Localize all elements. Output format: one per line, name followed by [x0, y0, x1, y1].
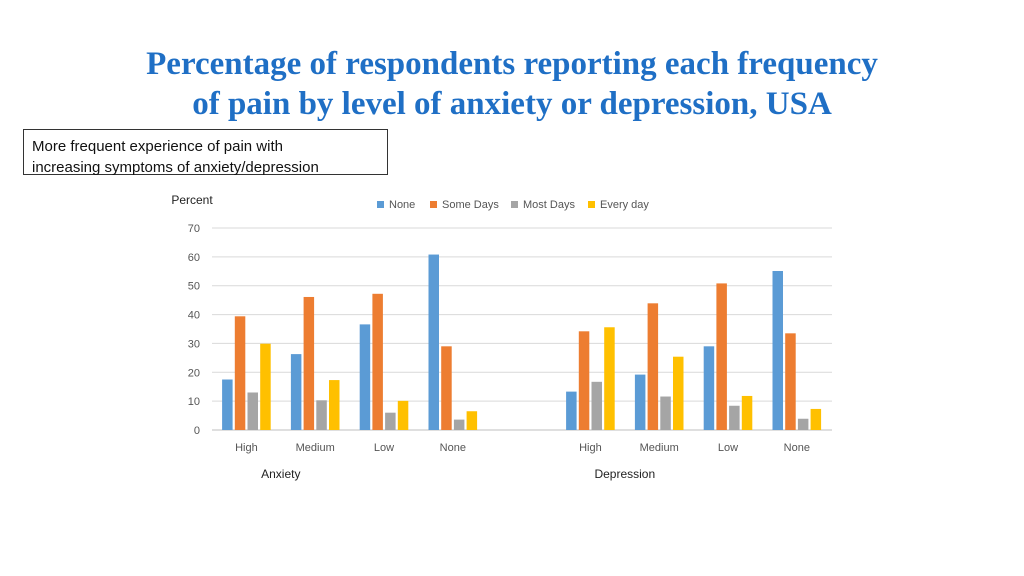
y-tick-label: 20 [188, 367, 200, 379]
bar-anxiety-high-every-day [260, 343, 271, 430]
bar-anxiety-high-some-days [234, 316, 246, 430]
bar-depression-none-none [772, 270, 783, 430]
bar-depression-high-most-days [591, 381, 602, 430]
x-tick-label: Medium [640, 442, 679, 454]
bar-depression-medium-some-days [647, 303, 659, 430]
bar-anxiety-low-some-days [372, 293, 383, 430]
y-axis-title: Percent [171, 193, 213, 207]
bar-depression-medium-none [634, 374, 646, 430]
bar-depression-none-most-days [797, 418, 809, 430]
y-tick-label: 10 [188, 396, 200, 408]
bar-anxiety-none-most-days [453, 419, 465, 430]
bar-depression-low-some-days [716, 283, 727, 430]
y-tick-label: 0 [194, 425, 200, 437]
group-label-anxiety: Anxiety [261, 467, 300, 481]
annotation-line-2: increasing symptoms of anxiety/depressio… [32, 159, 319, 176]
legend-swatch-0 [377, 201, 384, 208]
group-label-depression: Depression [594, 467, 655, 481]
x-tick-label: High [235, 442, 258, 454]
bar-anxiety-medium-none [290, 354, 302, 430]
legend-swatch-3 [588, 201, 595, 208]
bar-anxiety-high-none [222, 379, 233, 430]
y-tick-label: 50 [188, 281, 200, 293]
y-tick-label: 40 [188, 310, 200, 322]
x-tick-label: Medium [296, 442, 335, 454]
annotation-box: More frequent experience of pain with in… [23, 129, 388, 176]
x-tick-label: None [784, 442, 810, 454]
x-tick-label: None [440, 442, 466, 454]
x-tick-label: High [579, 442, 602, 454]
bar-anxiety-medium-some-days [303, 296, 315, 430]
bar-anxiety-low-most-days [385, 412, 396, 430]
bar-depression-high-some-days [578, 331, 590, 430]
legend-label-0: None [389, 199, 415, 211]
bar-depression-medium-every-day [673, 356, 684, 430]
bar-anxiety-none-none [428, 254, 439, 430]
legend-label-2: Most Days [523, 199, 575, 211]
legend-swatch-1 [430, 201, 437, 208]
x-tick-label: Low [718, 442, 738, 454]
legend-swatch-2 [511, 201, 518, 208]
bar-depression-high-every-day [604, 327, 615, 430]
y-tick-label: 60 [188, 252, 200, 264]
slide-title-line-2: of pain by level of anxiety or depressio… [192, 86, 832, 122]
x-tick-label: Low [374, 442, 394, 454]
y-tick-label: 70 [188, 223, 200, 235]
slide-title: Percentage of respondents reporting each… [0, 44, 1024, 124]
bar-anxiety-medium-every-day [329, 380, 340, 430]
bar-anxiety-high-most-days [247, 392, 258, 430]
bar-depression-low-most-days [729, 405, 740, 430]
bar-depression-none-some-days [785, 333, 796, 430]
slide-title-line-1: Percentage of respondents reporting each… [146, 46, 878, 82]
bar-depression-high-none [566, 391, 577, 430]
bar-anxiety-low-every-day [397, 400, 409, 430]
y-tick-label: 30 [188, 338, 200, 350]
bar-anxiety-low-none [359, 324, 371, 430]
bar-anxiety-none-every-day [466, 411, 478, 430]
bar-depression-low-none [703, 346, 715, 430]
bar-depression-medium-most-days [660, 396, 671, 430]
bar-depression-low-every-day [741, 395, 753, 430]
bar-anxiety-medium-most-days [316, 400, 327, 430]
legend-label-3: Every day [600, 199, 649, 211]
legend-label-1: Some Days [442, 199, 499, 211]
bar-anxiety-none-some-days [441, 346, 452, 430]
bar-depression-none-every-day [810, 408, 822, 430]
annotation-line-1: More frequent experience of pain with [32, 138, 283, 155]
